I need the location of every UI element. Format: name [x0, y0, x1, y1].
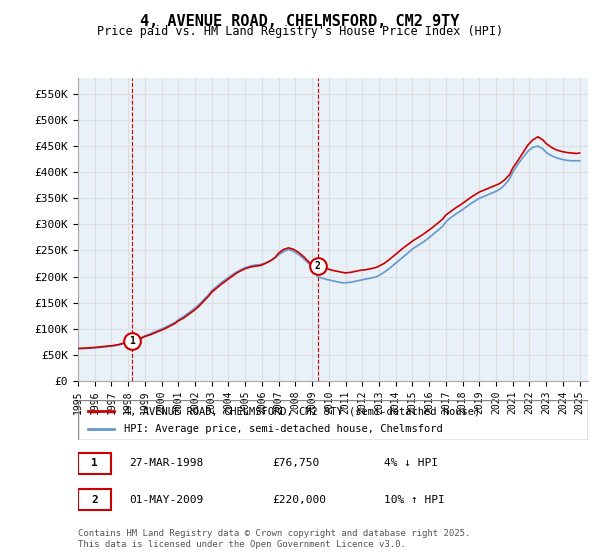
Text: 2: 2 — [91, 495, 98, 505]
FancyBboxPatch shape — [78, 453, 111, 474]
Text: £220,000: £220,000 — [272, 495, 326, 505]
Text: 1: 1 — [129, 336, 135, 346]
Text: HPI: Average price, semi-detached house, Chelmsford: HPI: Average price, semi-detached house,… — [124, 423, 443, 433]
Text: 01-MAY-2009: 01-MAY-2009 — [129, 495, 203, 505]
Text: 4, AVENUE ROAD, CHELMSFORD, CM2 9TY: 4, AVENUE ROAD, CHELMSFORD, CM2 9TY — [140, 14, 460, 29]
Text: Contains HM Land Registry data © Crown copyright and database right 2025.
This d: Contains HM Land Registry data © Crown c… — [78, 529, 470, 549]
FancyBboxPatch shape — [78, 489, 111, 510]
Text: 27-MAR-1998: 27-MAR-1998 — [129, 459, 203, 468]
Text: 4, AVENUE ROAD, CHELMSFORD, CM2 9TY (semi-detached house): 4, AVENUE ROAD, CHELMSFORD, CM2 9TY (sem… — [124, 407, 480, 417]
Text: Price paid vs. HM Land Registry's House Price Index (HPI): Price paid vs. HM Land Registry's House … — [97, 25, 503, 38]
Text: 10% ↑ HPI: 10% ↑ HPI — [384, 495, 445, 505]
Text: £76,750: £76,750 — [272, 459, 319, 468]
Text: 4% ↓ HPI: 4% ↓ HPI — [384, 459, 438, 468]
Text: 1: 1 — [91, 459, 98, 468]
Text: 2: 2 — [314, 261, 320, 271]
